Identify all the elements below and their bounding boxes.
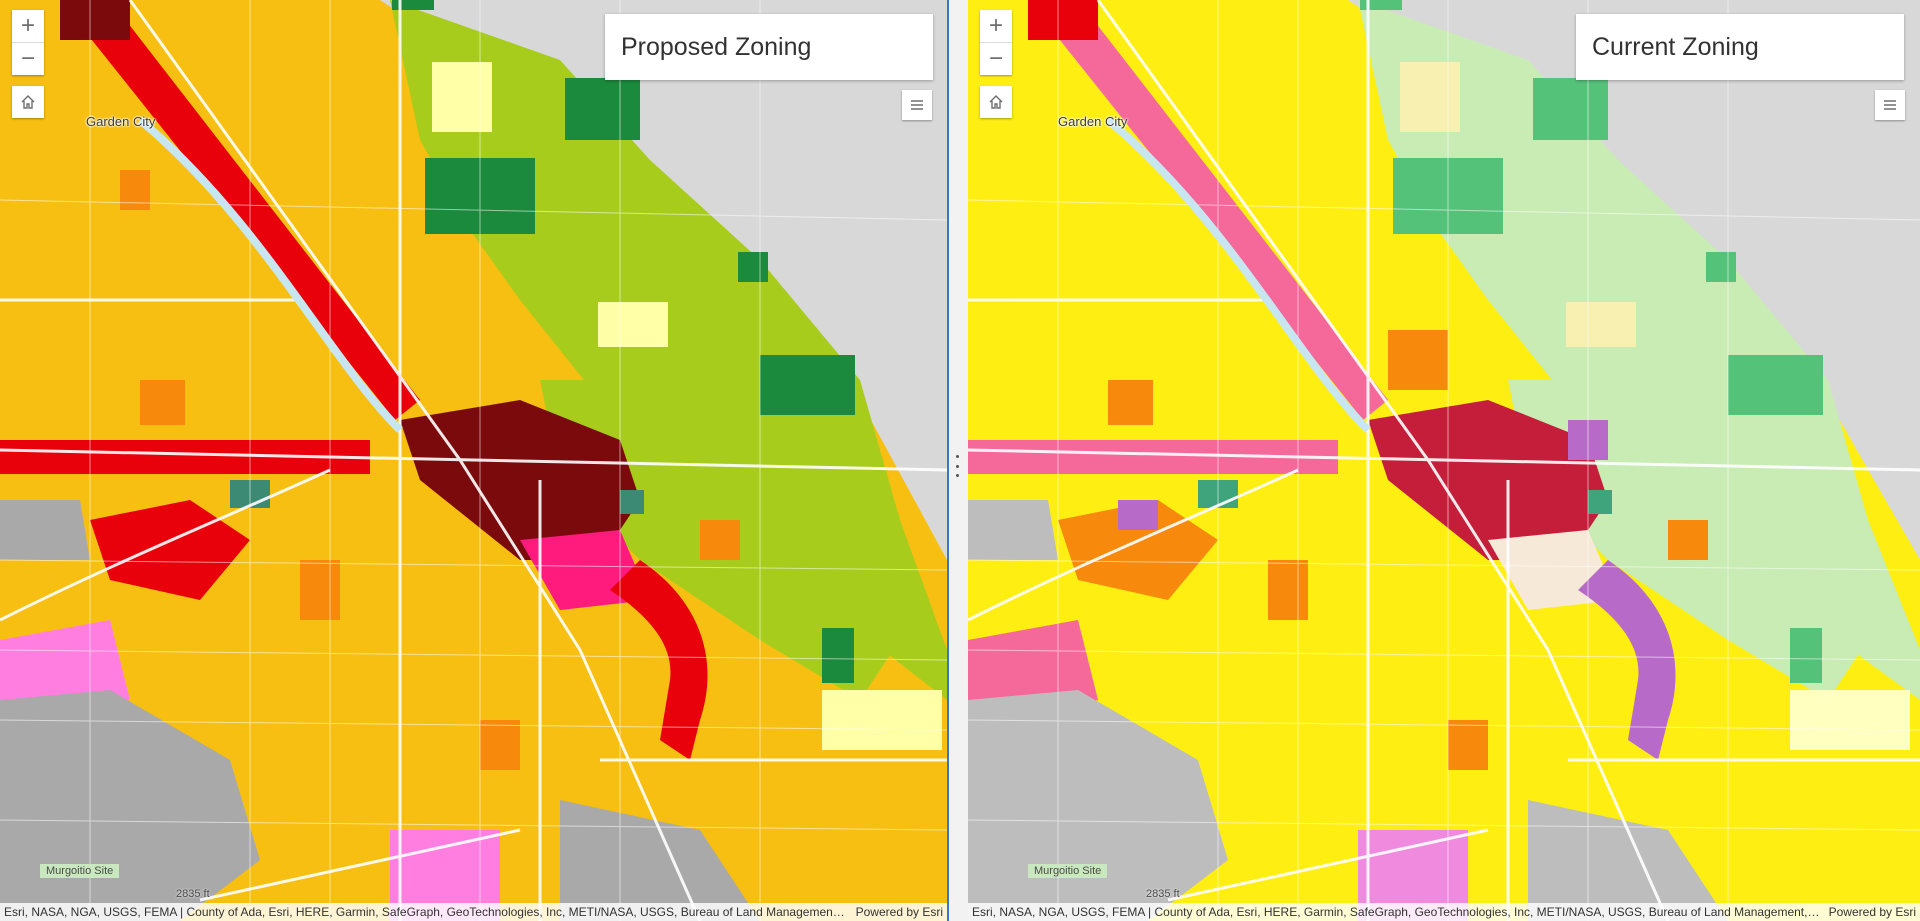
swipe-divider[interactable] <box>947 0 968 921</box>
attribution-text: Esri, NASA, NGA, USGS, FEMA | County of … <box>972 905 1821 919</box>
place-label-garden-city: Garden City <box>1058 114 1128 129</box>
zoom-in-button[interactable]: + <box>988 12 1003 39</box>
home-button[interactable] <box>12 86 44 118</box>
map-title: Current Zoning <box>1592 32 1759 61</box>
list-icon <box>1884 100 1896 110</box>
map-attribution: Esri, NASA, NGA, USGS, FEMA | County of … <box>968 903 1920 921</box>
map-title: Proposed Zoning <box>621 32 812 61</box>
zoom-controls: + − <box>980 10 1012 75</box>
place-label-garden-city: Garden City <box>86 114 156 129</box>
list-icon <box>911 100 923 110</box>
elevation-label: 2835 ft <box>1146 888 1180 900</box>
map-title-panel: Current Zoning <box>1576 14 1904 80</box>
home-icon <box>21 95 35 109</box>
place-label-murgoitio-site: Murgoitio Site <box>40 864 120 878</box>
left-map-view[interactable]: + − Proposed Zoning Garden City Murgoiti… <box>0 0 947 921</box>
elevation-label: 2835 ft <box>176 888 210 900</box>
legend-button[interactable] <box>1875 90 1905 120</box>
zoom-out-button[interactable]: − <box>12 42 44 75</box>
home-button[interactable] <box>980 86 1012 118</box>
current-zoning-map[interactable] <box>968 0 1920 921</box>
home-icon <box>989 95 1003 109</box>
powered-by-link[interactable]: Powered by Esri <box>855 905 943 919</box>
place-label-murgoitio-site: Murgoitio Site <box>1028 864 1108 878</box>
map-attribution: Esri, NASA, NGA, USGS, FEMA | County of … <box>0 903 947 921</box>
proposed-zoning-map[interactable] <box>0 0 947 921</box>
powered-by-link[interactable]: Powered by Esri <box>1828 905 1916 919</box>
zoom-out-button[interactable]: − <box>980 42 1012 75</box>
attribution-text: Esri, NASA, NGA, USGS, FEMA | County of … <box>4 905 848 919</box>
right-map-view[interactable]: + − Current Zoning Garden City Murgoitio… <box>968 0 1920 921</box>
legend-button[interactable] <box>902 90 932 120</box>
drag-handle-icon[interactable] <box>955 455 959 477</box>
zoom-controls: + − <box>12 10 44 75</box>
zoom-in-button[interactable]: + <box>20 12 35 39</box>
map-title-panel: Proposed Zoning <box>605 14 933 80</box>
